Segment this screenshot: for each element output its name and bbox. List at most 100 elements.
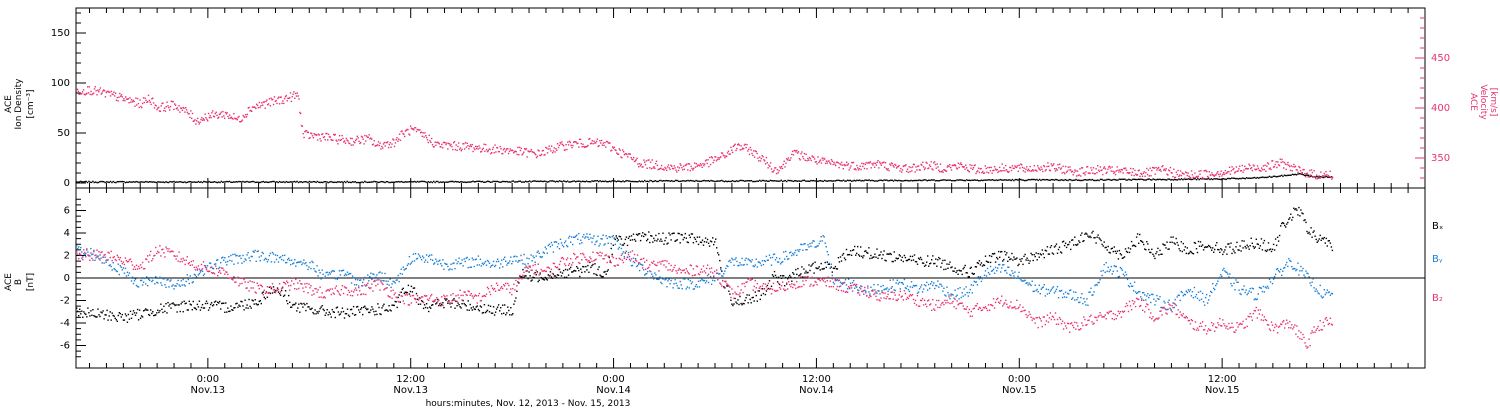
data-point [1115,170,1117,172]
data-point [197,121,200,123]
data-point [949,298,951,300]
data-point [401,288,403,291]
data-point [467,266,469,269]
data-point [959,179,961,181]
data-point [969,164,971,166]
data-point [1158,169,1161,171]
data-point [463,143,465,145]
data-point [622,244,625,246]
data-point [919,169,921,171]
data-point [1255,238,1257,240]
data-point [236,254,238,257]
data-point [1197,175,1199,177]
data-point [1065,246,1068,249]
data-point [460,181,462,183]
data-point [126,98,129,100]
data-point [933,162,935,164]
data-point [141,102,144,105]
data-point [465,146,468,148]
series-b- [76,206,1334,323]
data-point [715,156,717,158]
data-point [947,291,949,294]
data-point [302,306,304,308]
data-point [821,240,823,242]
data-point [292,304,294,306]
data-point [456,181,458,183]
data-point [746,144,748,146]
data-point [379,142,381,144]
data-point [952,270,954,272]
data-point [185,109,188,111]
data-point [887,290,889,292]
data-point [1239,165,1241,167]
data-point [612,147,615,149]
data-point [1194,242,1197,244]
data-point [80,92,82,95]
data-point [1003,179,1006,181]
data-point [1048,169,1051,171]
data-point [739,295,741,298]
data-point [256,250,258,253]
data-point [872,289,874,291]
data-point [367,308,369,310]
data-point [946,286,948,288]
data-point [115,319,117,321]
data-point [657,180,659,183]
data-point [1037,252,1039,255]
data-point [662,168,664,170]
data-point [697,164,699,166]
data-point [587,236,589,238]
data-point [1273,249,1276,251]
data-point [890,253,892,256]
data-point [475,145,477,148]
data-point [282,259,285,262]
data-point [761,154,763,157]
data-point [594,180,596,182]
data-point [428,134,430,136]
data-point [331,139,333,141]
data-point [664,166,666,169]
data-point [1235,246,1237,248]
data-point [1269,167,1271,169]
data-point [1279,158,1281,160]
data-point [114,317,116,319]
data-point [1256,165,1259,167]
data-point [754,150,757,152]
data-point [86,92,88,95]
data-point [1230,170,1232,172]
data-point [1204,246,1207,248]
data-point [986,261,989,263]
data-point [176,181,178,183]
data-point [571,180,573,183]
data-point [561,272,564,274]
data-point [382,147,384,149]
data-point [1037,167,1040,169]
data-point [648,180,650,183]
data-point [174,103,176,105]
data-point [129,277,132,279]
data-point [195,123,197,125]
data-point [785,276,787,279]
data-point [114,92,117,94]
data-point [659,168,661,170]
data-point [904,287,907,289]
data-point [1147,169,1150,171]
data-point [364,134,366,137]
data-point [741,179,743,182]
data-point [558,144,560,147]
data-point [1291,173,1294,175]
data-point [1253,165,1255,167]
data-point [105,314,107,316]
data-point [322,136,325,139]
data-point [333,270,335,273]
data-point [249,181,251,183]
data-point [998,264,1000,266]
data-point [430,181,432,183]
data-point [685,237,687,239]
series-b- [76,232,1334,313]
data-point [319,307,321,310]
data-point [802,276,804,278]
data-point [529,180,531,182]
data-point [760,157,762,160]
